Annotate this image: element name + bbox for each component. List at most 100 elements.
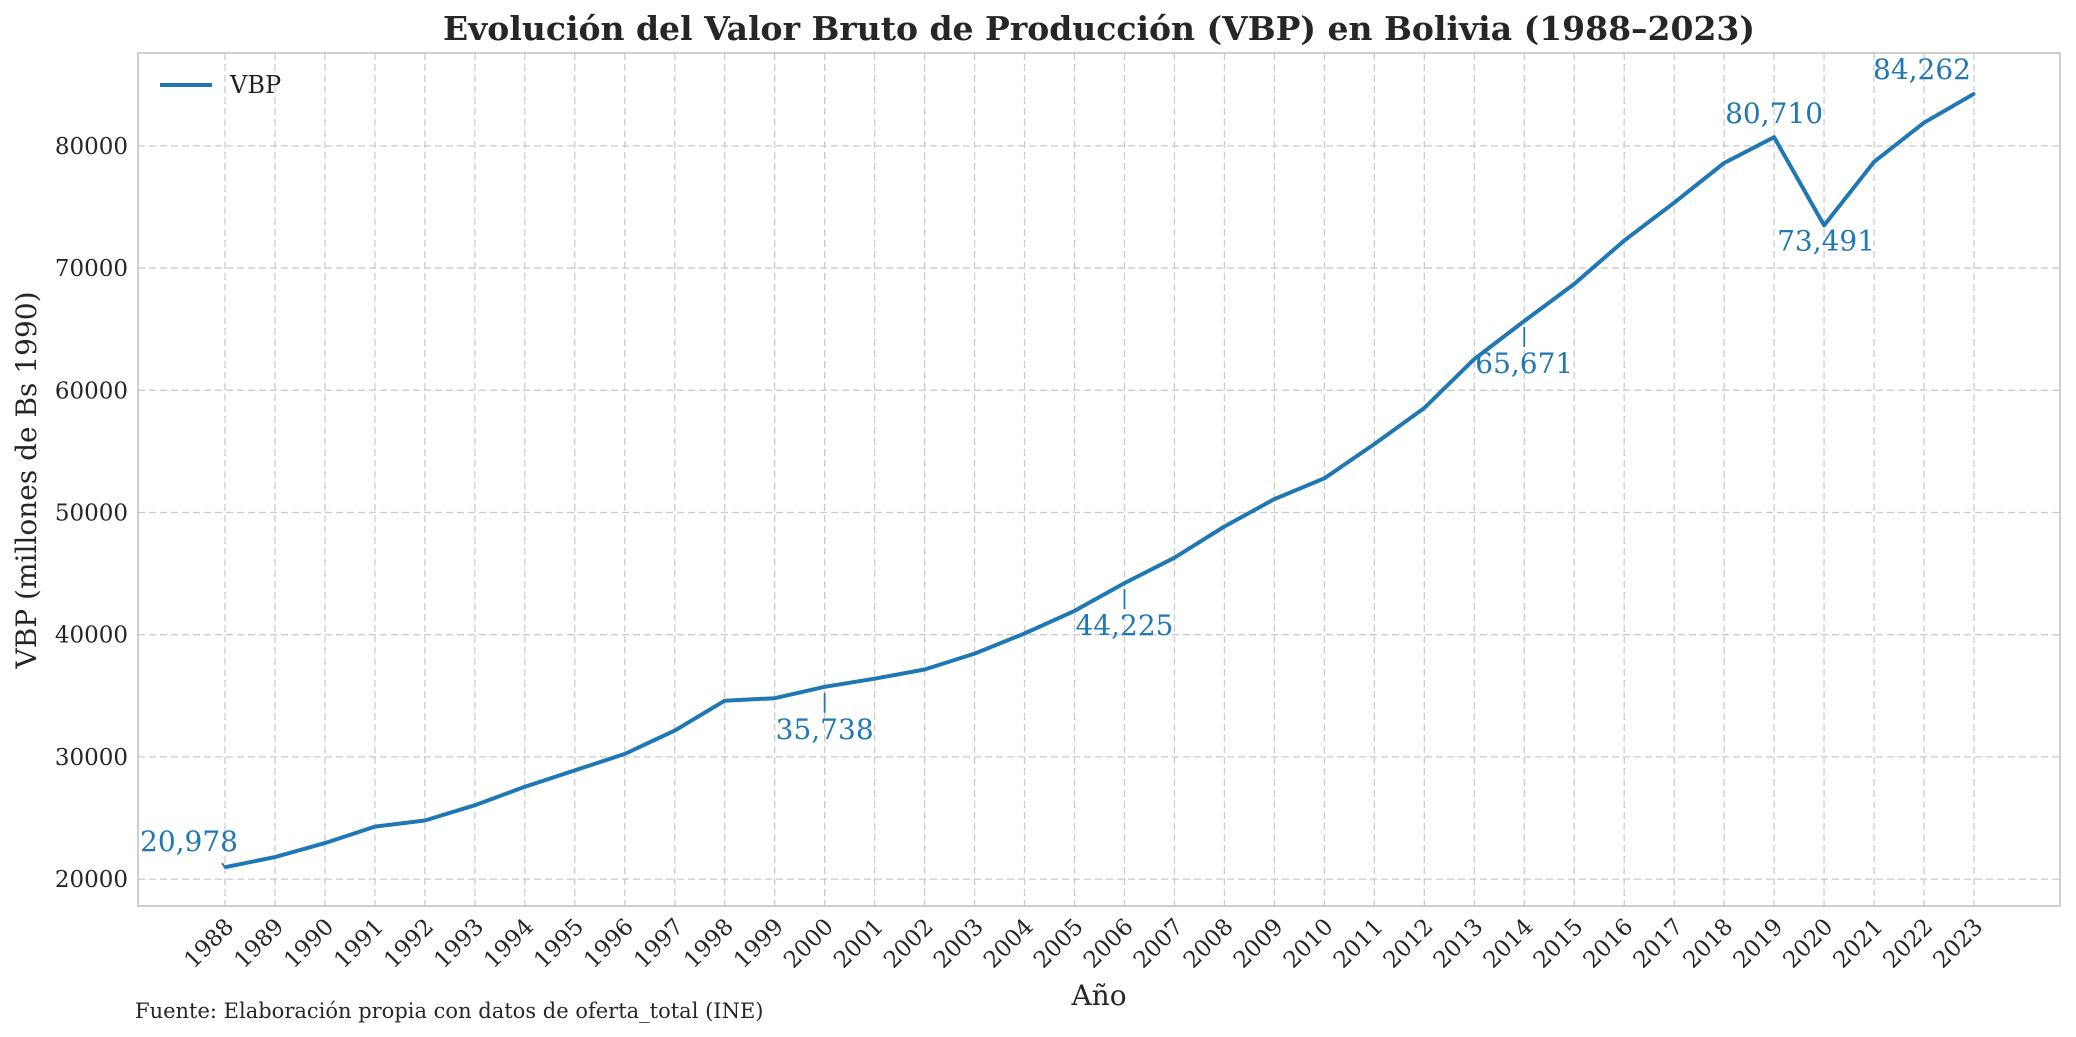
- data-point: [273, 855, 277, 859]
- data-point: [523, 785, 527, 789]
- y-tick-labels: 20000 30000 40000 50000 60000 70000 80000: [55, 134, 128, 893]
- data-point: [1972, 92, 1976, 96]
- data-point: [573, 768, 577, 772]
- data-point: [1122, 581, 1126, 585]
- data-point: [973, 652, 977, 656]
- data-point: [1522, 319, 1526, 323]
- data-point: [1572, 282, 1576, 286]
- x-tick-label: 2002: [879, 914, 939, 974]
- data-point: [1222, 525, 1226, 529]
- y-gridlines: [138, 145, 2060, 880]
- data-point: [1272, 497, 1276, 501]
- x-tick-label: 2022: [1878, 914, 1938, 974]
- series-line-vbp: [224, 92, 1976, 870]
- y-axis-label: VBP (millones de Bs 1990): [10, 291, 43, 669]
- x-tick-label: 1995: [529, 914, 589, 974]
- data-point: [873, 677, 877, 681]
- data-point: [923, 668, 927, 672]
- legend-label-vbp: VBP: [229, 71, 281, 99]
- data-point: [423, 818, 427, 822]
- x-axis-label: Año: [1070, 979, 1126, 1012]
- annotation-label: 84,262: [1873, 53, 1971, 86]
- x-tick-label: 2019: [1729, 914, 1789, 974]
- x-tick-label: 2018: [1679, 914, 1739, 974]
- y-tick-label: 20000: [55, 867, 128, 893]
- x-tick-label: 2016: [1579, 914, 1639, 974]
- x-tick-label: 2000: [779, 914, 839, 974]
- x-tick-label: 2003: [929, 914, 989, 974]
- annotation-leader: [221, 862, 226, 868]
- x-tick-label: 1991: [329, 914, 389, 974]
- x-tick-label: 2004: [979, 914, 1039, 974]
- x-tick-label: 2013: [1429, 914, 1489, 974]
- data-point: [1672, 201, 1676, 205]
- plot-frame: [137, 52, 2061, 907]
- x-tick-label: 2012: [1379, 914, 1439, 974]
- data-point: [1822, 223, 1826, 227]
- data-point: [1073, 609, 1077, 613]
- x-tick-label: 1993: [429, 914, 489, 974]
- data-point: [623, 752, 627, 756]
- data-point: [723, 699, 727, 703]
- x-tick-label: 2009: [1229, 914, 1289, 974]
- x-tick-label: 2007: [1129, 914, 1189, 974]
- y-tick-label: 40000: [55, 623, 128, 649]
- annotation-label: 20,978: [140, 825, 238, 858]
- x-tick-label: 1999: [729, 914, 789, 974]
- data-point: [473, 803, 477, 807]
- annotation-label: 73,491: [1777, 224, 1875, 257]
- x-tick-label: 2008: [1179, 914, 1239, 974]
- x-tick-label: 2021: [1829, 914, 1889, 974]
- x-tick-label: 2023: [1928, 914, 1988, 974]
- data-point: [1372, 442, 1376, 446]
- data-point: [1922, 121, 1926, 125]
- data-point: [1023, 631, 1027, 635]
- data-point: [323, 841, 327, 845]
- series-points: [223, 92, 1976, 869]
- y-tick-label: 80000: [55, 134, 128, 160]
- y-tick-label: 30000: [55, 745, 128, 771]
- data-point: [823, 685, 827, 689]
- x-tick-label: 2014: [1479, 914, 1539, 974]
- data-point: [1872, 160, 1876, 164]
- x-tick-label: 2015: [1529, 914, 1589, 974]
- chart-title: Evolución del Valor Bruto de Producción …: [443, 9, 1755, 48]
- x-tick-label: 2001: [829, 914, 889, 974]
- x-tick-label: 2005: [1029, 914, 1089, 974]
- x-gridlines: [224, 53, 1975, 906]
- annotation-label: 80,710: [1725, 97, 1823, 130]
- x-tick-label: 1998: [679, 914, 739, 974]
- data-point: [1772, 135, 1776, 139]
- source-note: Fuente: Elaboración propia con datos de …: [135, 999, 763, 1023]
- x-tick-label: 1997: [629, 914, 689, 974]
- y-tick-label: 70000: [55, 256, 128, 282]
- value-annotations: 20,978 35,738 44,225 65,671 80,710 73,491 84,2…: [140, 53, 1971, 868]
- x-tick-label: 2020: [1779, 914, 1839, 974]
- y-tick-label: 60000: [55, 378, 128, 404]
- x-tick-label: 1988: [179, 914, 239, 974]
- data-point: [673, 729, 677, 733]
- x-tick-label: 2006: [1079, 914, 1139, 974]
- data-point: [1172, 556, 1176, 560]
- x-tick-labels: 1988198919901991199219931994199519961997…: [179, 914, 1988, 974]
- x-tick-label: 1989: [229, 914, 289, 974]
- data-point: [1472, 357, 1476, 361]
- annotation-label: 35,738: [776, 713, 874, 746]
- annotation-label: 65,671: [1475, 347, 1573, 380]
- data-point: [1422, 406, 1426, 410]
- data-point: [1322, 476, 1326, 480]
- data-point: [1722, 161, 1726, 165]
- y-tick-label: 50000: [55, 500, 128, 526]
- x-tick-label: 2010: [1279, 914, 1339, 974]
- x-tick-label: 2017: [1629, 914, 1689, 974]
- data-point: [773, 696, 777, 700]
- x-tick-label: 2011: [1329, 914, 1389, 974]
- data-point: [1622, 239, 1626, 243]
- legend: VBP: [160, 71, 281, 99]
- x-tick-label: 1994: [479, 914, 539, 974]
- x-tick-label: 1996: [579, 914, 639, 974]
- x-tick-label: 1992: [379, 914, 439, 974]
- x-tick-label: 1990: [279, 914, 339, 974]
- data-point: [373, 825, 377, 829]
